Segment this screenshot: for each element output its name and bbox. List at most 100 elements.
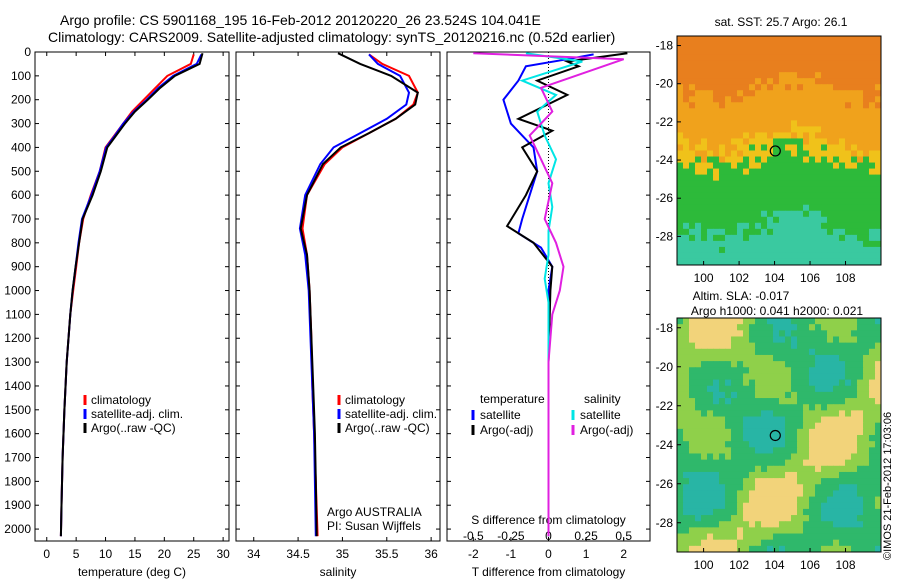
map-cell [701,66,708,73]
map-cell [863,192,870,200]
map-cell [815,342,822,350]
map-cell [701,391,708,399]
map-cell [767,114,774,121]
map-cell [743,174,750,182]
map-cell [725,459,732,467]
map-cell [719,324,726,331]
map-cell [827,373,834,381]
map-cell [761,162,768,170]
map-cell [773,465,780,473]
map-cell [749,234,756,242]
map-cell [845,48,852,55]
map-cell [683,96,690,103]
map-cell [827,521,834,528]
map-cell [863,404,870,411]
map-cell [845,354,852,362]
map-cell [821,336,828,344]
map-cell [797,318,804,325]
map-cell [743,48,750,55]
map-cell [839,192,846,200]
map-cell [701,410,708,418]
map-cell [785,162,792,170]
map-cell [677,48,684,55]
x-tick-label: 20 [158,547,172,561]
map-cell [869,204,876,212]
map-cell [701,156,708,164]
map-cell [773,385,780,393]
map-cell [713,198,720,206]
map-cell [773,354,780,362]
map-cell [797,324,804,331]
depth-tick-label: 2000 [4,522,31,536]
map-cell [809,490,816,498]
map-cell [839,428,846,436]
map-cell [827,385,834,393]
map-cell [773,210,780,218]
map-cell [869,336,876,344]
map-cell [701,84,708,91]
map-cell [779,336,786,344]
map-cell [797,90,804,97]
map-cell [857,453,864,461]
map-cell [875,210,882,218]
map-cell [803,234,810,242]
map-cell [845,222,852,230]
map-cell [851,168,858,176]
map-cell [803,398,810,405]
map-cell [791,391,798,399]
map-cell [755,459,762,467]
map-cell [737,379,744,387]
map-cell [701,545,708,553]
map-cell [731,252,738,260]
map-cell [833,132,840,139]
map-cell [833,204,840,212]
map-cell [791,459,798,467]
map-cell [797,162,804,170]
map-cell [833,385,840,393]
map-cell [761,120,768,127]
map-cell [731,36,738,43]
map-cell [857,416,864,424]
map-cell [857,410,864,418]
map-cell [719,228,726,236]
map-cell [719,490,726,498]
map-cell [737,54,744,61]
map-cell [689,216,696,224]
map-cell [737,410,744,418]
map-cell [851,186,858,194]
map-cell [851,150,858,158]
map-cell [737,422,744,430]
map-cell [683,252,690,260]
map-cell [845,404,852,411]
map-cell [875,36,882,43]
map-cell [701,496,708,504]
map-cell [749,210,756,218]
map-cell [713,391,720,399]
map-cell [779,527,786,535]
map-cell [695,114,702,121]
map-cell [791,228,798,236]
legend-label: satellite [580,408,621,422]
map-cell [767,336,774,344]
map-cell [695,416,702,424]
map-cell [707,150,714,158]
map-cell [761,441,768,448]
argo-position-marker [769,429,781,442]
map-cell [845,428,852,436]
map-cell [869,521,876,528]
map-cell [869,42,876,49]
map-cell [821,453,828,461]
map-cell [815,391,822,399]
map-cell [683,484,690,491]
map-cell [725,66,732,73]
map-cell [809,216,816,224]
map-cell [791,465,798,473]
map-cell [695,527,702,535]
map-cell [773,36,780,43]
map-cell [845,435,852,442]
map-cell [683,114,690,121]
map-cell [839,459,846,467]
map-cell [743,72,750,79]
map-cell [737,342,744,350]
map-cell [845,96,852,103]
